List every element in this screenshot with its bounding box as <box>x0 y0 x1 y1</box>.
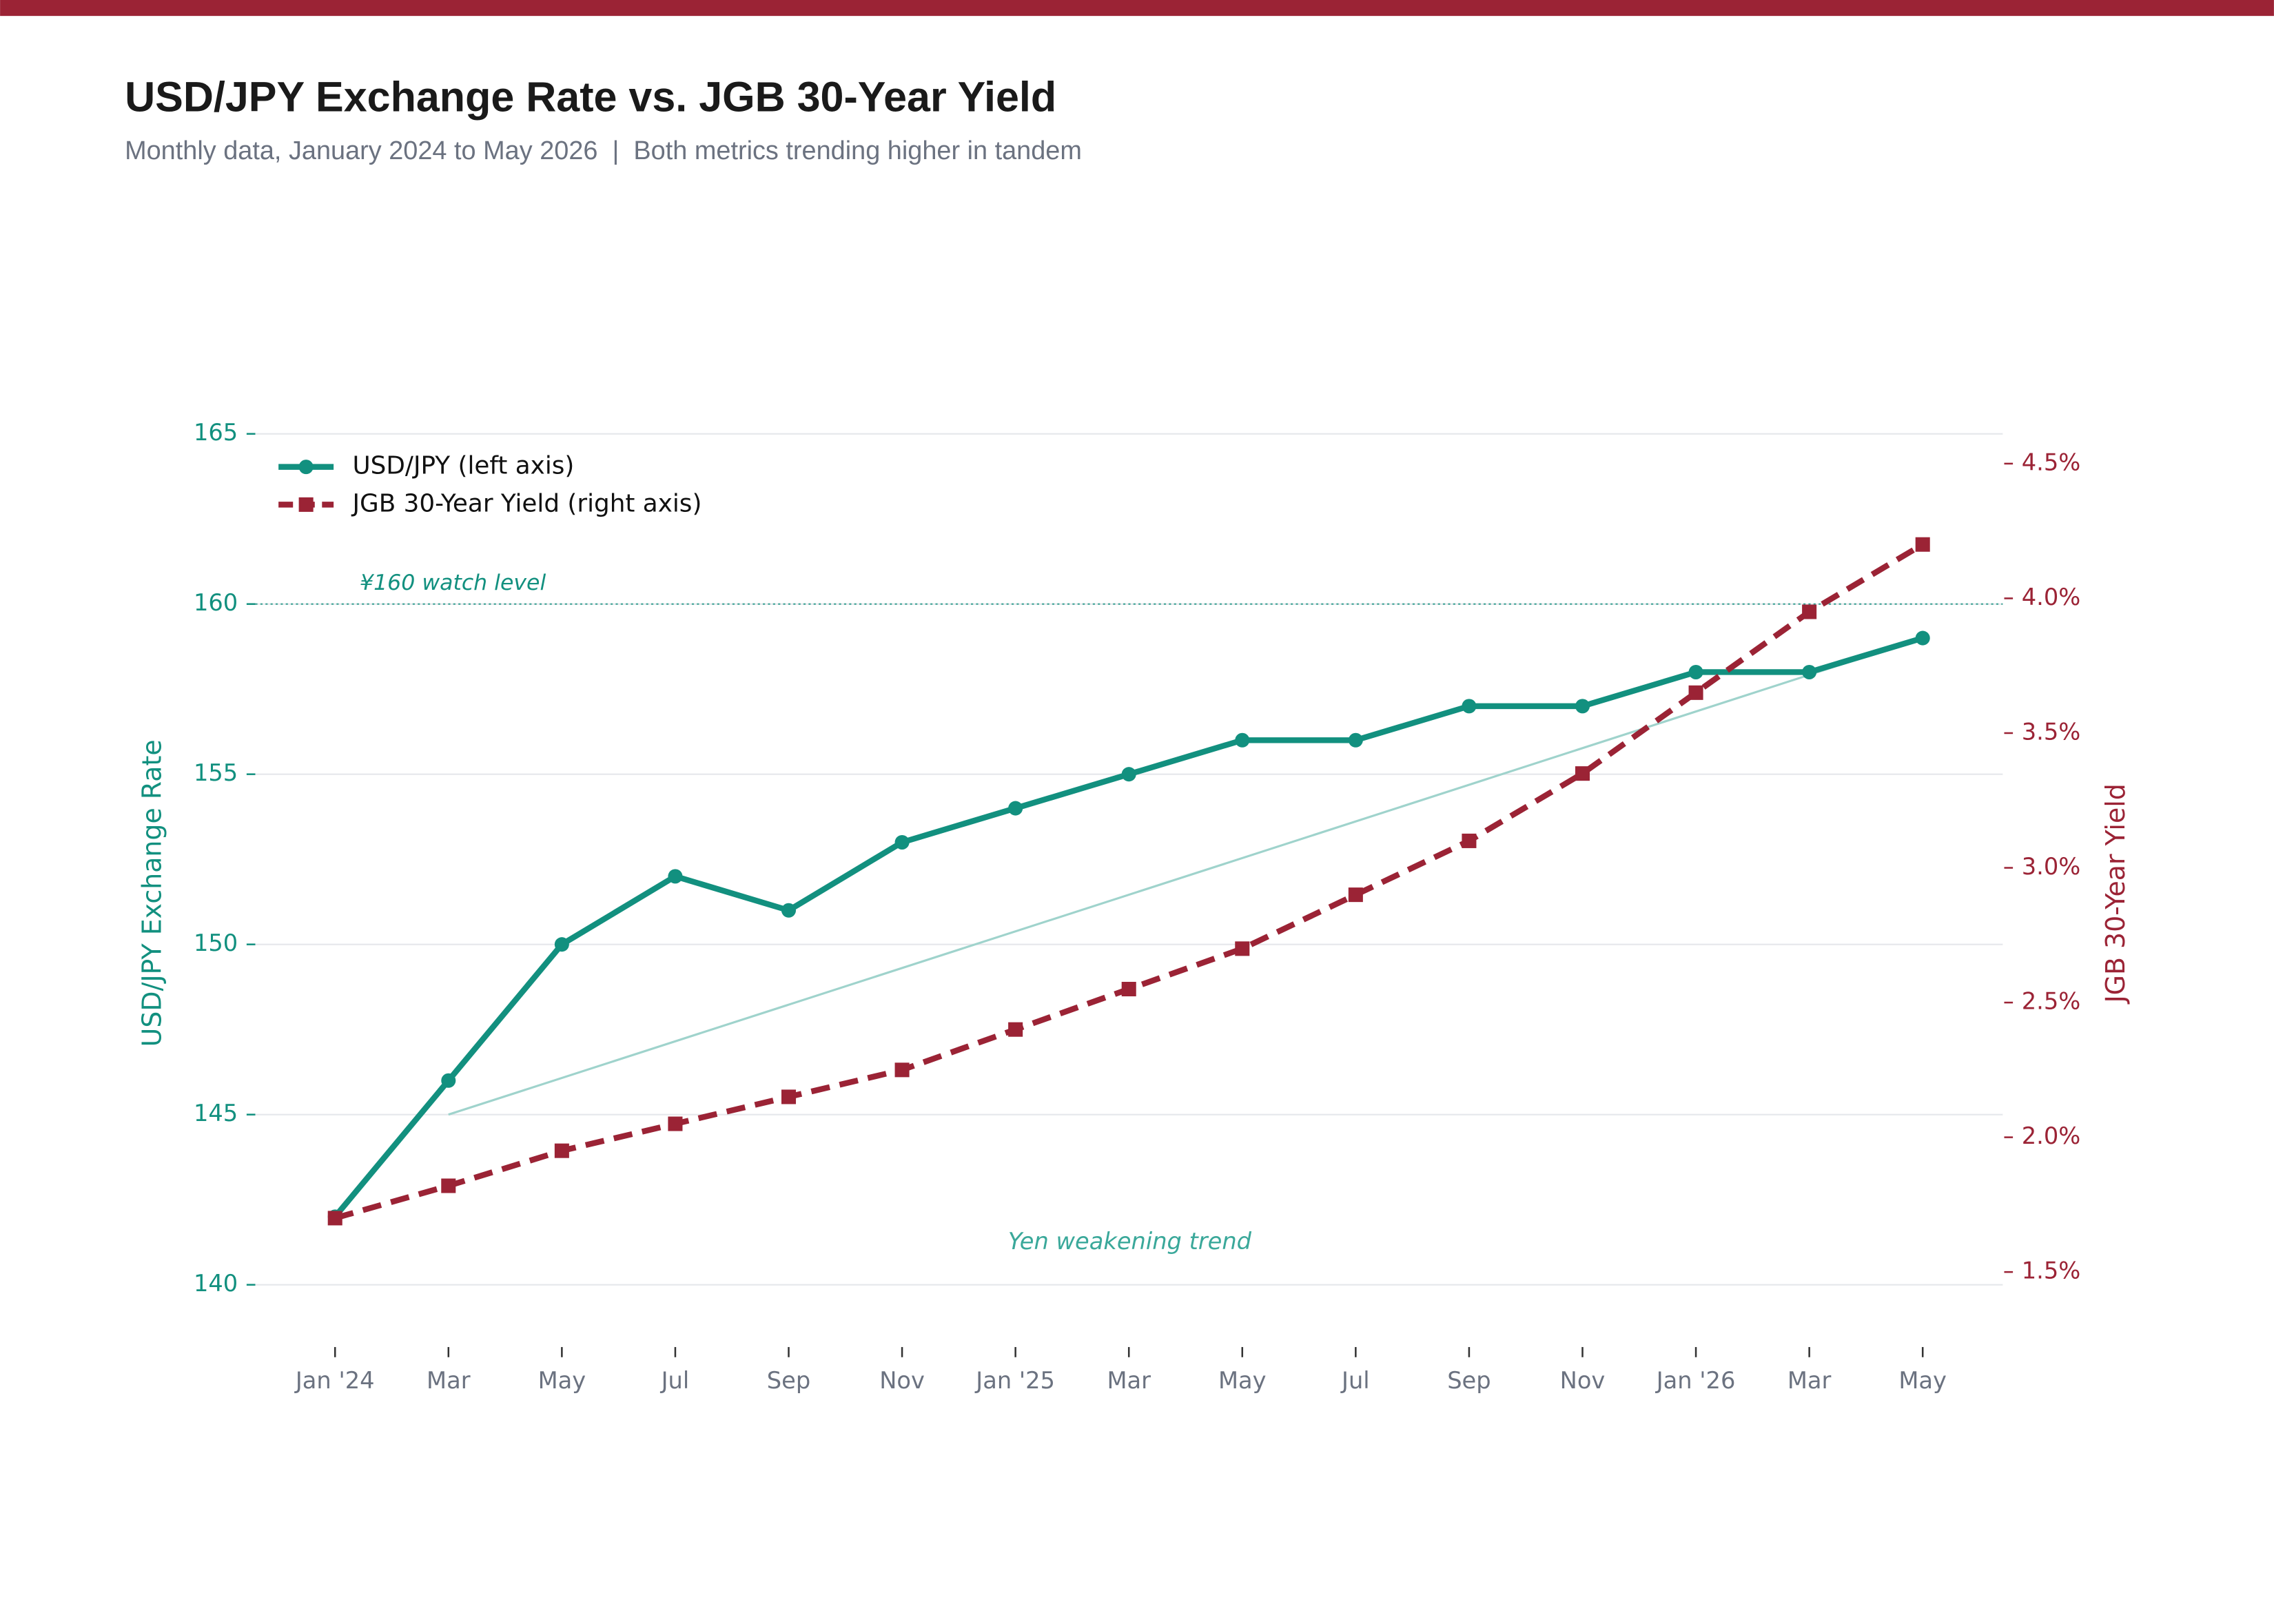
x-tick-label: Jul <box>660 1367 690 1394</box>
chart-subtitle: Monthly data, January 2024 to May 2026 |… <box>125 136 1082 165</box>
point <box>1688 685 1703 700</box>
legend-marker <box>298 460 314 475</box>
y2-tick-label: 4.0% <box>2022 584 2081 610</box>
y-tick-label: 145 <box>194 1100 238 1127</box>
x-tick-label: Nov <box>1560 1367 1606 1394</box>
point <box>894 834 910 850</box>
point <box>1462 699 1477 714</box>
point <box>1235 732 1250 748</box>
y2-tick-label: 2.0% <box>2022 1122 2081 1149</box>
point <box>1575 699 1590 714</box>
point <box>1802 664 1817 679</box>
y-tick-label: 165 <box>194 419 238 446</box>
point <box>554 937 569 952</box>
y2-tick-label: 3.0% <box>2022 853 2081 880</box>
point <box>668 1116 683 1131</box>
point <box>441 1178 456 1193</box>
point <box>1915 630 1930 646</box>
point <box>441 1073 456 1088</box>
y2-tick-label: 2.5% <box>2022 988 2081 1015</box>
y2-axis-label: JGB 30-Year Yield <box>2100 783 2131 1004</box>
trend-line <box>448 659 1855 1116</box>
point <box>894 1062 910 1078</box>
point <box>668 869 683 884</box>
point <box>1348 887 1363 903</box>
point <box>1462 833 1477 848</box>
x-tick-label: Sep <box>767 1367 810 1394</box>
x-tick-label: May <box>1898 1367 1947 1394</box>
x-tick-label: Jan '24 <box>294 1367 375 1394</box>
legend-label: JGB 30-Year Yield (right axis) <box>351 489 701 517</box>
y-tick-label: 160 <box>194 589 238 616</box>
x-tick-label: Jan '25 <box>974 1367 1055 1394</box>
point <box>1121 767 1136 782</box>
point <box>327 1211 342 1226</box>
point <box>1915 537 1930 552</box>
x-tick-label: Mar <box>1107 1367 1151 1394</box>
point <box>781 903 797 918</box>
x-tick-label: Jul <box>1340 1367 1370 1394</box>
point <box>1235 941 1250 956</box>
x-tick-label: May <box>1218 1367 1267 1394</box>
y2-tick-label: 4.5% <box>2022 449 2081 475</box>
y-axis-label: USD/JPY Exchange Rate <box>137 739 167 1047</box>
point <box>1008 801 1023 816</box>
top-bar <box>0 0 2274 17</box>
point <box>1008 1022 1023 1037</box>
x-tick-label: Jan '26 <box>1655 1367 1736 1394</box>
x-tick-label: Nov <box>879 1367 925 1394</box>
point <box>1348 732 1363 748</box>
x-tick-label: Mar <box>1788 1367 1832 1394</box>
y-tick-label: 155 <box>194 759 238 786</box>
point <box>1121 981 1136 997</box>
y-tick-label: 150 <box>194 929 238 956</box>
x-tick-label: May <box>538 1367 586 1394</box>
point <box>554 1143 569 1158</box>
series-line <box>334 542 1925 1221</box>
legend-label: USD/JPY (left axis) <box>352 452 574 480</box>
series-line <box>332 635 1924 1219</box>
trend-label: Yen weakening trend <box>1008 1228 1252 1255</box>
legend-marker <box>298 497 314 512</box>
y-tick-label: 140 <box>194 1270 238 1297</box>
point <box>1802 604 1817 619</box>
reference-label: ¥160 watch level <box>360 571 546 595</box>
x-tick-label: Mar <box>427 1367 471 1394</box>
chart-title: USD/JPY Exchange Rate vs. JGB 30-Year Yi… <box>125 73 1056 120</box>
x-tick-label: Sep <box>1447 1367 1491 1394</box>
point <box>1575 766 1590 781</box>
point <box>781 1089 797 1104</box>
point <box>1688 664 1703 679</box>
y2-tick-label: 1.5% <box>2022 1257 2081 1284</box>
y2-tick-label: 3.5% <box>2022 718 2081 745</box>
